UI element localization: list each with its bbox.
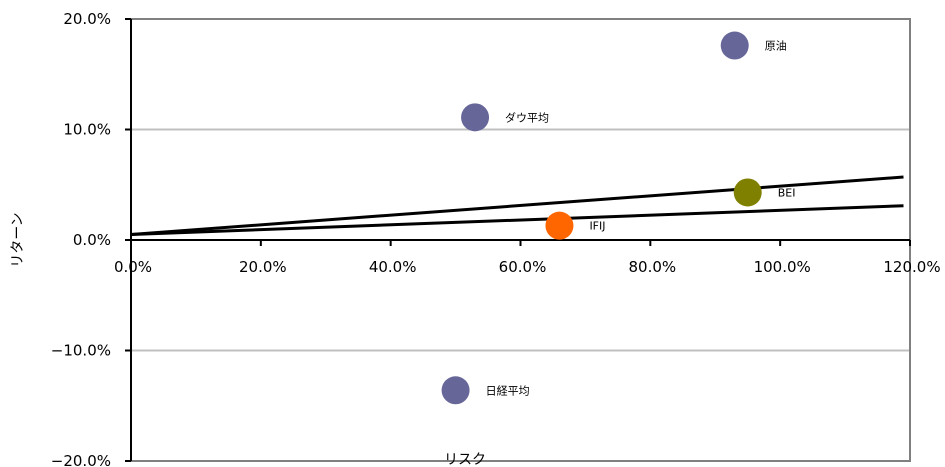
gridlines bbox=[131, 128, 910, 352]
x-tick-label: 40.0% bbox=[369, 258, 417, 276]
y-tick-label: 0.0% bbox=[73, 231, 111, 249]
x-tick-label: 120.0% bbox=[883, 258, 940, 276]
x-tick-label: 20.0% bbox=[239, 258, 287, 276]
axes bbox=[125, 18, 911, 462]
x-tick-label: 0.0% bbox=[114, 258, 152, 276]
reference-line bbox=[130, 175, 904, 236]
y-tick-label: 20.0% bbox=[63, 10, 111, 28]
x-tick-label: 100.0% bbox=[754, 258, 811, 276]
x-tick-label: 60.0% bbox=[499, 258, 547, 276]
reference-lines bbox=[130, 175, 904, 236]
data-point bbox=[720, 31, 749, 60]
y-axis-title: リターン bbox=[10, 212, 26, 267]
data-point-label: ダウ平均 bbox=[505, 110, 549, 124]
data-point-label: IFIJ bbox=[589, 220, 605, 233]
x-tick-label: 80.0% bbox=[629, 258, 677, 276]
tick-labels: −20.0% −10.0% 0.0% 10.0% 20.0% 0.0% 20.0% 40.0%… bbox=[51, 10, 941, 467]
data-point-label: 日経平均 bbox=[486, 384, 530, 397]
data-point bbox=[545, 211, 574, 240]
data-point-label: BEI bbox=[778, 186, 796, 199]
reference-line bbox=[130, 204, 904, 236]
y-tick-label: −20.0% bbox=[51, 452, 111, 467]
data-point bbox=[441, 376, 470, 405]
y-tick-label: 10.0% bbox=[63, 121, 111, 139]
x-axis-title: リスク bbox=[444, 452, 486, 467]
y-tick-label: −10.0% bbox=[51, 342, 111, 360]
data-point-label: 原油 bbox=[765, 39, 787, 53]
data-point bbox=[733, 178, 762, 207]
data-point bbox=[461, 103, 490, 132]
